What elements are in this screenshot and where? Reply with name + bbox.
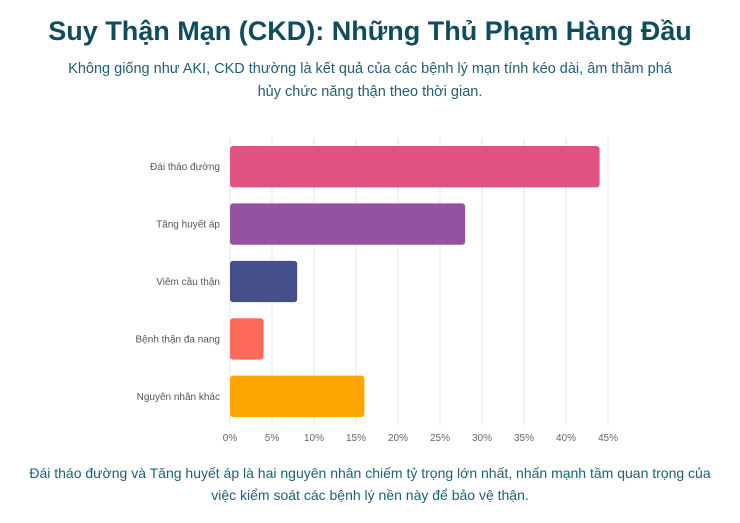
x-axis-tick-labels: 0% 5% 10% 15% 20% 25% 30% 35% 40% 45% [223, 433, 618, 444]
x-tick-label: 35% [514, 433, 534, 444]
x-tick-label: 0% [223, 433, 238, 444]
category-label: Tăng huyết áp [156, 219, 220, 231]
category-labels: Đái tháo đường Tăng huyết áp Viêm cầu thận… [135, 162, 220, 403]
chart-caption: Đái tháo đường và Tăng huyết áp là hai n… [29, 465, 711, 503]
bars [230, 146, 600, 417]
bar [230, 260, 298, 303]
x-tick-label: 10% [304, 433, 324, 444]
bar [230, 375, 365, 417]
chart-subtitle: Không giống như AKI, CKD thường là kết q… [68, 61, 672, 100]
x-tick-label: 20% [388, 433, 408, 444]
x-tick-label: 40% [556, 433, 576, 444]
chart-title: Suy Thận Mạn (CKD): Những Thủ Phạm Hàng … [48, 16, 692, 46]
category-label: Viêm cầu thận [156, 276, 220, 288]
x-tick-label: 15% [346, 433, 366, 444]
bar-chart: Đái tháo đường Tăng huyết áp Viêm cầu thận… [135, 138, 618, 444]
x-tick-label: 25% [430, 433, 450, 444]
bar [230, 146, 600, 188]
bar [230, 203, 466, 245]
category-label: Nguyên nhân khác [137, 392, 220, 403]
x-tick-label: 45% [598, 433, 618, 444]
category-label: Bệnh thận đa nang [135, 334, 220, 345]
category-label: Đái tháo đường [150, 162, 220, 173]
bar [230, 318, 264, 360]
x-tick-label: 5% [265, 433, 280, 444]
x-tick-label: 30% [472, 433, 492, 444]
